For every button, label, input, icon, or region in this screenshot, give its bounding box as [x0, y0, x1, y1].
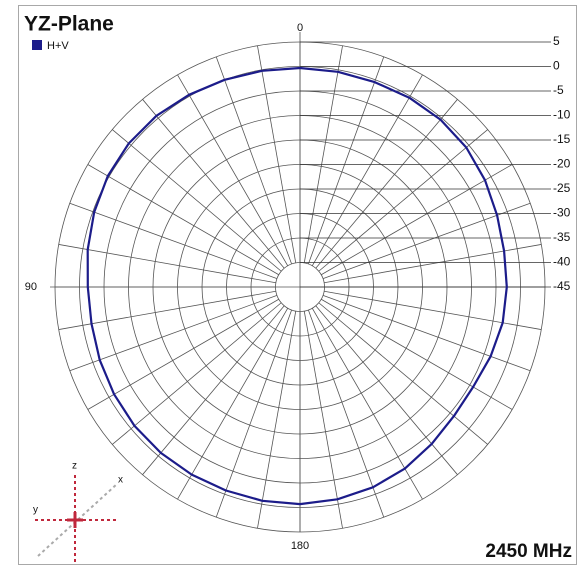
r-tick-label: 0 — [553, 59, 560, 73]
grid-spoke — [315, 305, 458, 475]
r-tick-label: -40 — [553, 255, 571, 269]
grid-spoke — [322, 295, 531, 372]
legend-label: H+V — [47, 40, 69, 52]
grid-spoke — [311, 308, 423, 500]
pattern-line — [86, 66, 508, 506]
frame — [18, 5, 577, 565]
r-tick-label: 5 — [553, 34, 560, 48]
r-tick-label: -20 — [553, 157, 571, 171]
legend-swatch — [32, 40, 42, 50]
grid-spoke — [303, 311, 343, 529]
grid-spoke — [257, 311, 297, 529]
grid-spoke — [321, 298, 513, 410]
theta-tick-label: 90 — [25, 281, 37, 293]
grid-spoke — [215, 309, 292, 518]
axis-icon-label: y — [33, 505, 38, 516]
grid-spoke — [112, 129, 282, 272]
grid-spoke — [215, 56, 292, 265]
grid-spoke — [142, 305, 285, 475]
r-tick-label: -10 — [553, 108, 571, 122]
grid-spoke — [177, 74, 289, 266]
grid-spoke — [257, 45, 297, 263]
axis-icon-label: x — [118, 475, 123, 486]
grid-spoke — [58, 290, 276, 330]
grid-spoke — [311, 74, 423, 266]
grid-spoke — [324, 290, 542, 330]
chart-title: YZ-Plane — [24, 13, 114, 36]
grid-spoke — [318, 302, 488, 445]
theta-tick-label: 0 — [297, 22, 303, 34]
grid-spoke — [69, 295, 278, 372]
r-tick-label: -35 — [553, 230, 571, 244]
theta-tick-label: 180 — [291, 540, 309, 552]
grid-spoke — [112, 302, 282, 445]
axis-icon: z x y — [33, 461, 123, 562]
frequency-annotation: 2450 MHz — [485, 541, 572, 562]
r-tick-label: -15 — [553, 132, 571, 146]
plot-area: 5 0 -5 -10 -15 -20 -25 -30 -35 -40 -45 — [50, 32, 571, 533]
grid-spoke — [69, 202, 278, 279]
grid-spoke — [315, 99, 458, 269]
grid-spoke — [322, 202, 531, 279]
grid-spoke — [177, 308, 289, 500]
grid-spoke — [303, 45, 343, 263]
r-tick-label: -30 — [553, 206, 571, 220]
axis-icon-label: z — [72, 461, 77, 472]
grid-spoke — [87, 298, 279, 410]
r-tick-label: -25 — [553, 181, 571, 195]
grid-spoke — [318, 129, 488, 272]
grid-spoke — [142, 99, 285, 269]
r-tick-label: -45 — [553, 279, 571, 293]
grid-spoke — [58, 244, 276, 284]
grid-spoke — [321, 164, 513, 276]
r-tick-label: -5 — [553, 83, 564, 97]
grid-spoke — [87, 164, 279, 276]
grid-spoke — [308, 309, 385, 518]
